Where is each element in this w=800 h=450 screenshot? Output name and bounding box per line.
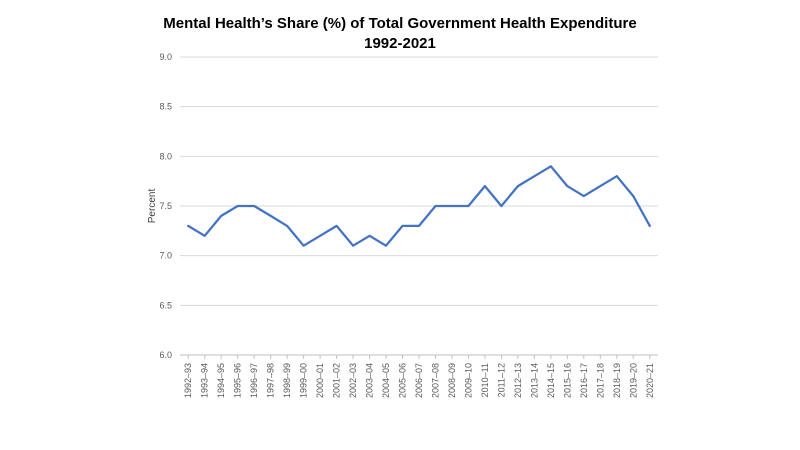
y-tick-label: 7.5 (159, 201, 172, 211)
x-tick-label: 2020–21 (645, 363, 655, 398)
x-tick-label: 1994–95 (216, 363, 226, 398)
chart-title-line1: Mental Health’s Share (%) of Total Gover… (163, 15, 637, 32)
x-tick-label: 2014–15 (546, 363, 556, 398)
x-tick-label: 2001–02 (332, 363, 342, 398)
x-tick-label: 2004–05 (381, 363, 391, 398)
chart-title-line2: 1992-2021 (364, 35, 436, 52)
x-tick-label: 2013–14 (529, 363, 539, 398)
x-tick-label: 2006–07 (414, 363, 424, 398)
y-tick-label: 6.5 (159, 300, 172, 310)
x-tick-label: 2009–10 (463, 363, 473, 398)
x-tick-label: 1996–97 (249, 363, 259, 398)
y-tick-label: 8.0 (159, 151, 172, 161)
x-tick-label: 2017–18 (595, 363, 605, 398)
x-tick-label: 2008–09 (447, 363, 457, 398)
series-line (187, 165, 651, 247)
chart-title: Mental Health’s Share (%) of Total Gover… (0, 14, 800, 54)
x-tick-label: 2000–01 (315, 363, 325, 398)
x-tick-label: 1997–98 (266, 363, 276, 398)
x-tick-label: 2018–19 (612, 363, 622, 398)
x-tick-label: 2003–04 (365, 363, 375, 398)
x-tick-label: 1993–94 (200, 363, 210, 398)
x-tick-label: 2011–12 (496, 363, 506, 397)
y-tick-label: 6.0 (159, 350, 172, 360)
x-tick-label: 1992–93 (183, 363, 193, 398)
x-tick-label: 2010–11 (480, 363, 490, 397)
y-tick-label: 7.0 (159, 251, 172, 261)
y-axis-label: Percent (147, 189, 158, 224)
x-tick-label: 1998–99 (282, 363, 292, 398)
x-tick-label: 2002–03 (348, 363, 358, 398)
x-tick-label: 2007–08 (430, 363, 440, 398)
x-tick-label: 2019–20 (628, 363, 638, 398)
x-tick-label: 2005–06 (398, 363, 408, 398)
x-tick-label: 2015–16 (562, 363, 572, 398)
y-tick-label: 8.5 (159, 102, 172, 112)
x-tick-label: 1999–00 (299, 363, 309, 398)
x-tick-label: 2016–17 (579, 363, 589, 398)
y-tick-label: 9.0 (159, 52, 172, 62)
x-tick-label: 1995–96 (233, 363, 243, 398)
x-tick-label: 2012–13 (513, 363, 523, 398)
